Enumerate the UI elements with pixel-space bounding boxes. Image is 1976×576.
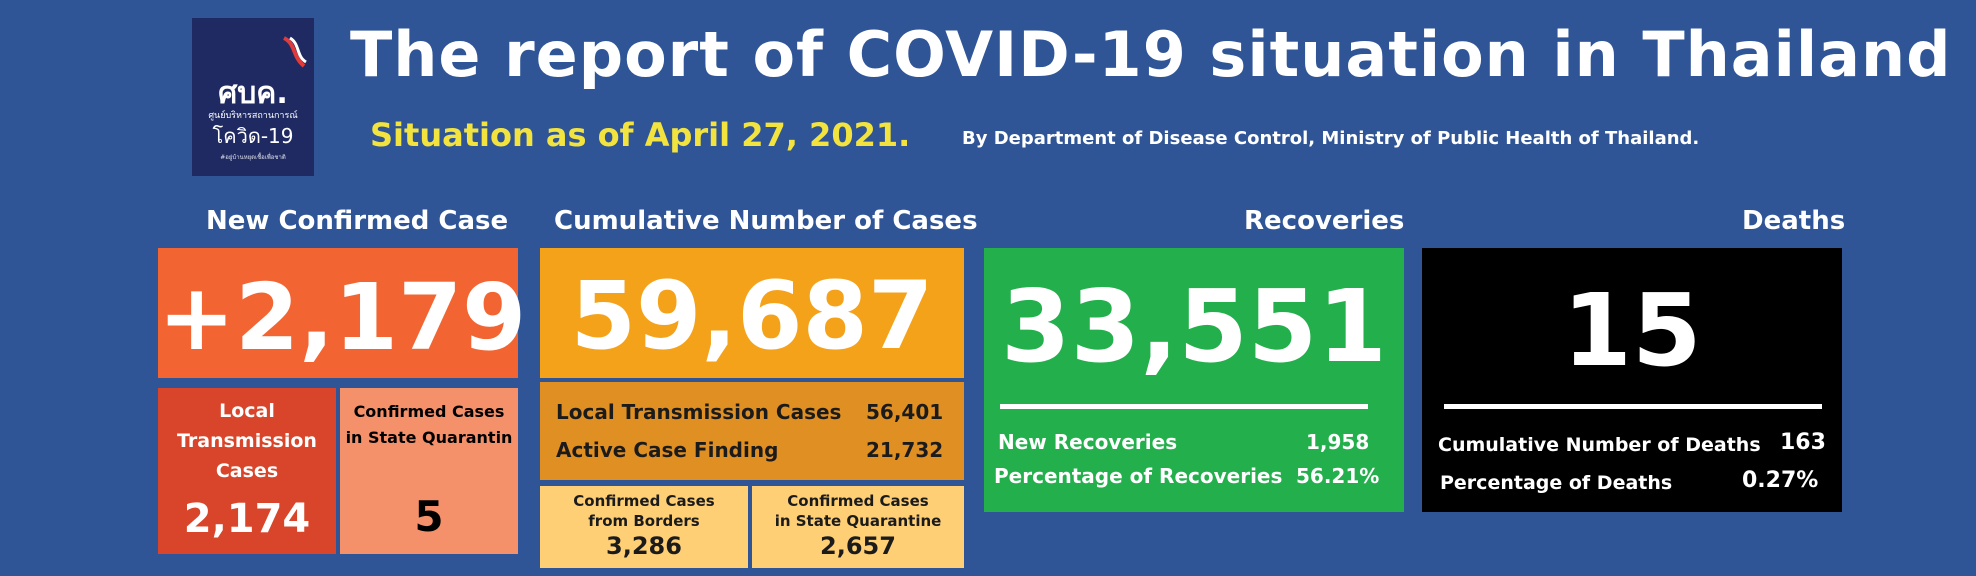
recoveries-card: 33,551 New Recoveries 1,958 Percentage o… xyxy=(984,248,1404,512)
state-quarantine-label-1: Confirmed Cases xyxy=(787,492,929,510)
situation-date: Situation as of April 27, 2021. xyxy=(370,116,911,154)
quarantine-label-2: in State Quarantin xyxy=(345,428,513,447)
new-recoveries-value: 1,958 xyxy=(1306,430,1370,454)
percentage-deaths-label: Percentage of Deaths xyxy=(1440,472,1673,494)
deaths-divider xyxy=(1444,404,1822,409)
new-confirmed-value: +2,179 xyxy=(158,264,527,371)
quarantine-card: Confirmed Cases in State Quarantin 5 xyxy=(340,388,518,554)
new-confirmed-card: +2,179 xyxy=(158,248,527,378)
local-label-2: Transmission xyxy=(177,430,317,452)
local-value: 2,174 xyxy=(183,496,311,542)
active-case-value: 21,732 xyxy=(866,438,944,462)
cumulative-value: 59,687 xyxy=(570,262,934,371)
recoveries-heading: Recoveries xyxy=(1244,206,1405,236)
logo-line1: ศูนย์บริหารสถานการณ์ xyxy=(208,111,298,121)
local-label-1: Local xyxy=(219,400,275,422)
page-title: The report of COVID-19 situation in Thai… xyxy=(350,18,1952,91)
borders-label-2: from Borders xyxy=(588,512,700,530)
deaths-card: 15 Cumulative Number of Deaths 163 Perce… xyxy=(1422,248,1842,512)
cumulative-card: 59,687 xyxy=(540,248,964,378)
local-label-3: Cases xyxy=(215,460,279,482)
recoveries-value: 33,551 xyxy=(1001,268,1387,385)
deaths-value: 15 xyxy=(1562,272,1702,389)
state-quarantine-card: Confirmed Cases in State Quarantine 2,65… xyxy=(752,486,964,568)
cumulative-deaths-label: Cumulative Number of Deaths xyxy=(1438,434,1761,456)
local-transmission-card: Local Transmission Cases 2,174 xyxy=(158,388,336,554)
active-case-label: Active Case Finding xyxy=(556,438,779,462)
borders-label-1: Confirmed Cases xyxy=(573,492,715,510)
cumulative-heading: Cumulative Number of Cases xyxy=(554,206,978,236)
borders-value: 3,286 xyxy=(606,532,682,560)
quarantine-value: 5 xyxy=(414,492,444,541)
flag-ribbon-icon xyxy=(282,36,307,68)
logo-tagline: #อยู่บ้านหยุดเชื้อเพื่อชาติ xyxy=(220,154,286,161)
local-transmission-label: Local Transmission Cases xyxy=(556,400,842,424)
new-confirmed-heading: New Confirmed Case xyxy=(206,206,509,236)
logo-abbr: ศบค. xyxy=(218,76,288,111)
state-quarantine-label-2: in State Quarantine xyxy=(774,512,942,530)
percentage-deaths-value: 0.27% xyxy=(1742,468,1819,493)
cumulative-detail-card: Local Transmission Cases 56,401 Active C… xyxy=(540,382,964,480)
percentage-recoveries-label: Percentage of Recoveries xyxy=(994,464,1283,488)
borders-card: Confirmed Cases from Borders 3,286 xyxy=(540,486,748,568)
source-byline: By Department of Disease Control, Minist… xyxy=(962,128,1700,149)
cumulative-deaths-value: 163 xyxy=(1780,430,1826,455)
percentage-recoveries-value: 56.21% xyxy=(1296,464,1380,488)
dcc-logo: ศบค. ศูนย์บริหารสถานการณ์ โควิด-19 #อยู่… xyxy=(192,18,314,176)
quarantine-label-1: Confirmed Cases xyxy=(353,402,505,421)
recoveries-divider xyxy=(1000,404,1368,409)
local-transmission-value: 56,401 xyxy=(866,400,944,424)
state-quarantine-value: 2,657 xyxy=(820,532,896,560)
logo-line2: โควิด-19 xyxy=(212,124,294,148)
new-recoveries-label: New Recoveries xyxy=(998,430,1178,454)
deaths-heading: Deaths xyxy=(1742,206,1846,236)
